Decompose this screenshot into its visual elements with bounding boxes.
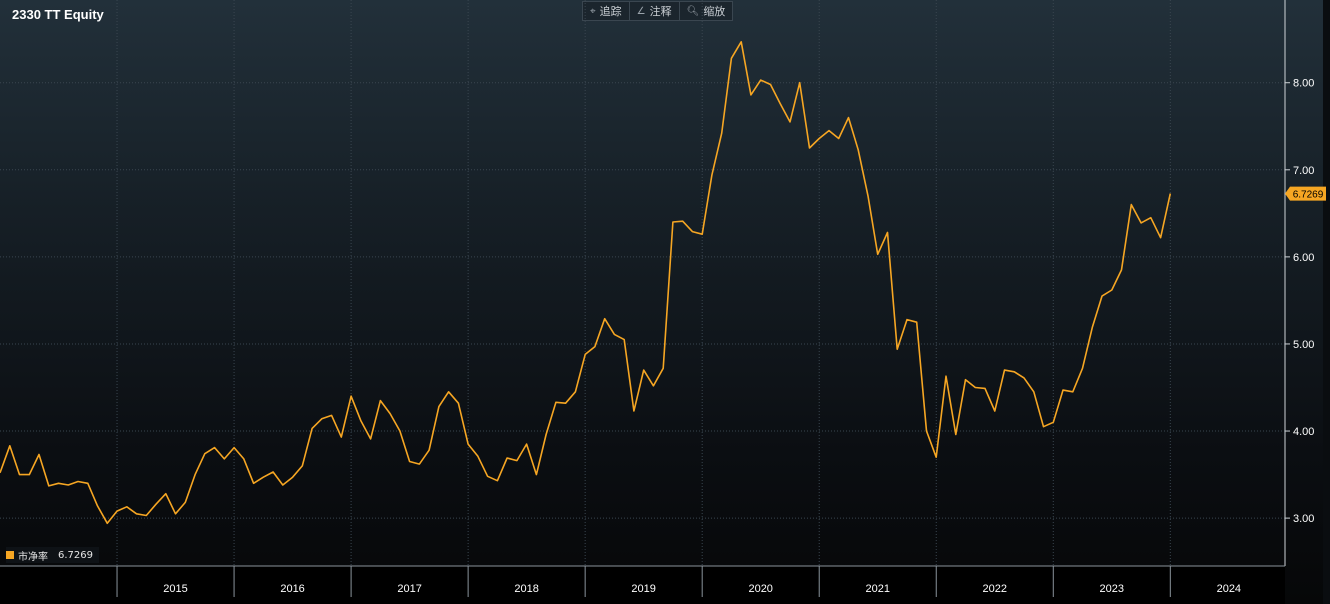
x-tick-label: 2016 — [280, 583, 304, 595]
y-tick-label: 7.00 — [1293, 165, 1314, 177]
y-tick-label: 5.00 — [1293, 339, 1314, 351]
crosshair-icon: ⌖ — [590, 5, 596, 17]
x-tick-label: 2017 — [397, 583, 421, 595]
y-tick-label: 8.00 — [1293, 78, 1314, 90]
legend: 市净率 6.7269 — [6, 547, 99, 563]
annotate-button[interactable]: ∠ 注释 — [630, 2, 680, 20]
last-value-badge — [1285, 186, 1326, 201]
right-edge-strip — [1323, 0, 1330, 604]
x-tick-label: 2018 — [514, 583, 538, 595]
last-value-label: 6.7269 — [1293, 190, 1324, 201]
zoom-icon: 🔍︎ — [686, 5, 700, 17]
track-label: 追踪 — [599, 5, 622, 18]
chart-toolbar: ⌖ 追踪 ∠ 注释 🔍︎ 缩放 — [582, 1, 734, 21]
annotate-label: 注释 — [649, 5, 672, 18]
x-tick-label: 2023 — [1100, 583, 1124, 595]
zoom-label: 缩放 — [703, 5, 726, 18]
legend-label: 市净率 — [18, 551, 48, 563]
chart-title: 2330 TT Equity — [12, 7, 104, 22]
x-tick-label: 2024 — [1217, 583, 1241, 595]
x-tick-label: 2022 — [983, 583, 1007, 595]
x-tick-label: 2020 — [748, 583, 772, 595]
y-tick-label: 3.00 — [1293, 513, 1314, 525]
zoom-button[interactable]: 🔍︎ 缩放 — [680, 2, 733, 20]
x-axis-band — [0, 566, 1285, 604]
x-tick-label: 2019 — [631, 583, 655, 595]
series-line-pb-ratio — [0, 40, 1172, 525]
legend-swatch — [6, 551, 14, 559]
y-tick-label: 6.00 — [1293, 252, 1314, 264]
track-button[interactable]: ⌖ 追踪 — [583, 2, 630, 20]
legend-value: 6.7269 — [58, 549, 93, 561]
annotate-icon: ∠ — [636, 5, 646, 17]
x-tick-label: 2015 — [163, 583, 187, 595]
x-tick-label: 2021 — [865, 583, 889, 595]
y-tick-label: 4.00 — [1293, 426, 1314, 438]
